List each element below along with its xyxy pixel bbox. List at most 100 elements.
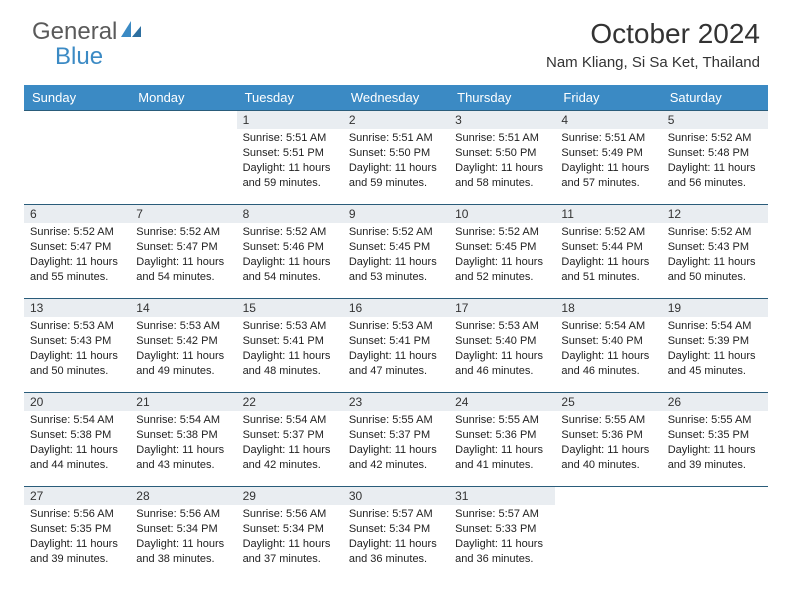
daylight-line: Daylight: 11 hours and 59 minutes. bbox=[349, 161, 443, 191]
day-number: 9 bbox=[343, 204, 449, 223]
sunrise-line: Sunrise: 5:51 AM bbox=[455, 131, 549, 146]
calendar-cell: 27Sunrise: 5:56 AMSunset: 5:35 PMDayligh… bbox=[24, 486, 130, 580]
daynum-empty bbox=[24, 110, 130, 128]
sunset-line: Sunset: 5:49 PM bbox=[561, 146, 655, 161]
sunset-line: Sunset: 5:38 PM bbox=[136, 428, 230, 443]
sunrise-line: Sunrise: 5:55 AM bbox=[455, 413, 549, 428]
calendar-cell: 5Sunrise: 5:52 AMSunset: 5:48 PMDaylight… bbox=[662, 110, 768, 204]
calendar-cell: 26Sunrise: 5:55 AMSunset: 5:35 PMDayligh… bbox=[662, 392, 768, 486]
weekday-header: Tuesday bbox=[237, 85, 343, 110]
calendar-cell: 14Sunrise: 5:53 AMSunset: 5:42 PMDayligh… bbox=[130, 298, 236, 392]
sunrise-line: Sunrise: 5:52 AM bbox=[455, 225, 549, 240]
daylight-line: Daylight: 11 hours and 46 minutes. bbox=[561, 349, 655, 379]
sunrise-line: Sunrise: 5:52 AM bbox=[349, 225, 443, 240]
sunset-line: Sunset: 5:37 PM bbox=[243, 428, 337, 443]
weekday-header: Sunday bbox=[24, 85, 130, 110]
calendar-week-row: 27Sunrise: 5:56 AMSunset: 5:35 PMDayligh… bbox=[24, 486, 768, 580]
sunrise-line: Sunrise: 5:51 AM bbox=[561, 131, 655, 146]
daylight-line: Daylight: 11 hours and 39 minutes. bbox=[30, 537, 124, 567]
day-details: Sunrise: 5:53 AMSunset: 5:41 PMDaylight:… bbox=[343, 317, 449, 382]
sunrise-line: Sunrise: 5:54 AM bbox=[668, 319, 762, 334]
daylight-line: Daylight: 11 hours and 53 minutes. bbox=[349, 255, 443, 285]
sunset-line: Sunset: 5:34 PM bbox=[349, 522, 443, 537]
sunrise-line: Sunrise: 5:53 AM bbox=[30, 319, 124, 334]
daynum-empty bbox=[130, 110, 236, 128]
sunset-line: Sunset: 5:50 PM bbox=[349, 146, 443, 161]
daynum-empty bbox=[555, 486, 661, 504]
sunrise-line: Sunrise: 5:53 AM bbox=[136, 319, 230, 334]
day-number: 30 bbox=[343, 486, 449, 505]
calendar-head: SundayMondayTuesdayWednesdayThursdayFrid… bbox=[24, 85, 768, 110]
logo-text-blue: Blue bbox=[55, 43, 103, 70]
sunrise-line: Sunrise: 5:57 AM bbox=[455, 507, 549, 522]
sunset-line: Sunset: 5:33 PM bbox=[455, 522, 549, 537]
sunrise-line: Sunrise: 5:54 AM bbox=[243, 413, 337, 428]
day-number: 23 bbox=[343, 392, 449, 411]
day-details: Sunrise: 5:54 AMSunset: 5:38 PMDaylight:… bbox=[130, 411, 236, 476]
calendar-cell: 12Sunrise: 5:52 AMSunset: 5:43 PMDayligh… bbox=[662, 204, 768, 298]
daylight-line: Daylight: 11 hours and 44 minutes. bbox=[30, 443, 124, 473]
sunset-line: Sunset: 5:37 PM bbox=[349, 428, 443, 443]
day-details: Sunrise: 5:56 AMSunset: 5:34 PMDaylight:… bbox=[237, 505, 343, 570]
calendar-week-row: 13Sunrise: 5:53 AMSunset: 5:43 PMDayligh… bbox=[24, 298, 768, 392]
sunset-line: Sunset: 5:34 PM bbox=[136, 522, 230, 537]
calendar-cell bbox=[555, 486, 661, 580]
weekday-header: Monday bbox=[130, 85, 236, 110]
sunrise-line: Sunrise: 5:55 AM bbox=[561, 413, 655, 428]
calendar-cell: 20Sunrise: 5:54 AMSunset: 5:38 PMDayligh… bbox=[24, 392, 130, 486]
sunset-line: Sunset: 5:38 PM bbox=[30, 428, 124, 443]
calendar-cell: 9Sunrise: 5:52 AMSunset: 5:45 PMDaylight… bbox=[343, 204, 449, 298]
weekday-header: Wednesday bbox=[343, 85, 449, 110]
day-details: Sunrise: 5:56 AMSunset: 5:34 PMDaylight:… bbox=[130, 505, 236, 570]
sunrise-line: Sunrise: 5:51 AM bbox=[243, 131, 337, 146]
sunrise-line: Sunrise: 5:56 AM bbox=[136, 507, 230, 522]
day-details: Sunrise: 5:55 AMSunset: 5:36 PMDaylight:… bbox=[555, 411, 661, 476]
sunrise-line: Sunrise: 5:52 AM bbox=[561, 225, 655, 240]
calendar-cell: 31Sunrise: 5:57 AMSunset: 5:33 PMDayligh… bbox=[449, 486, 555, 580]
daylight-line: Daylight: 11 hours and 43 minutes. bbox=[136, 443, 230, 473]
day-number: 8 bbox=[237, 204, 343, 223]
calendar-table: SundayMondayTuesdayWednesdayThursdayFrid… bbox=[24, 85, 768, 580]
day-details: Sunrise: 5:51 AMSunset: 5:50 PMDaylight:… bbox=[449, 129, 555, 194]
sunrise-line: Sunrise: 5:51 AM bbox=[349, 131, 443, 146]
sunset-line: Sunset: 5:41 PM bbox=[349, 334, 443, 349]
sunrise-line: Sunrise: 5:55 AM bbox=[668, 413, 762, 428]
day-details: Sunrise: 5:57 AMSunset: 5:34 PMDaylight:… bbox=[343, 505, 449, 570]
daynum-empty bbox=[662, 486, 768, 504]
day-details: Sunrise: 5:52 AMSunset: 5:47 PMDaylight:… bbox=[24, 223, 130, 288]
day-number: 5 bbox=[662, 110, 768, 129]
sunrise-line: Sunrise: 5:52 AM bbox=[136, 225, 230, 240]
calendar-cell: 10Sunrise: 5:52 AMSunset: 5:45 PMDayligh… bbox=[449, 204, 555, 298]
day-details: Sunrise: 5:53 AMSunset: 5:43 PMDaylight:… bbox=[24, 317, 130, 382]
sunset-line: Sunset: 5:34 PM bbox=[243, 522, 337, 537]
day-number: 6 bbox=[24, 204, 130, 223]
day-number: 1 bbox=[237, 110, 343, 129]
calendar-week-row: 20Sunrise: 5:54 AMSunset: 5:38 PMDayligh… bbox=[24, 392, 768, 486]
day-details: Sunrise: 5:55 AMSunset: 5:35 PMDaylight:… bbox=[662, 411, 768, 476]
daylight-line: Daylight: 11 hours and 40 minutes. bbox=[561, 443, 655, 473]
day-number: 21 bbox=[130, 392, 236, 411]
calendar-cell: 18Sunrise: 5:54 AMSunset: 5:40 PMDayligh… bbox=[555, 298, 661, 392]
sunrise-line: Sunrise: 5:57 AM bbox=[349, 507, 443, 522]
daylight-line: Daylight: 11 hours and 47 minutes. bbox=[349, 349, 443, 379]
day-details: Sunrise: 5:53 AMSunset: 5:41 PMDaylight:… bbox=[237, 317, 343, 382]
sunrise-line: Sunrise: 5:54 AM bbox=[136, 413, 230, 428]
daylight-line: Daylight: 11 hours and 54 minutes. bbox=[136, 255, 230, 285]
daylight-line: Daylight: 11 hours and 51 minutes. bbox=[561, 255, 655, 285]
daylight-line: Daylight: 11 hours and 56 minutes. bbox=[668, 161, 762, 191]
sunset-line: Sunset: 5:44 PM bbox=[561, 240, 655, 255]
day-details: Sunrise: 5:54 AMSunset: 5:39 PMDaylight:… bbox=[662, 317, 768, 382]
location-text: Nam Kliang, Si Sa Ket, Thailand bbox=[546, 54, 760, 71]
day-details: Sunrise: 5:53 AMSunset: 5:42 PMDaylight:… bbox=[130, 317, 236, 382]
day-number: 3 bbox=[449, 110, 555, 129]
daylight-line: Daylight: 11 hours and 38 minutes. bbox=[136, 537, 230, 567]
calendar-cell: 30Sunrise: 5:57 AMSunset: 5:34 PMDayligh… bbox=[343, 486, 449, 580]
sunset-line: Sunset: 5:45 PM bbox=[455, 240, 549, 255]
daylight-line: Daylight: 11 hours and 55 minutes. bbox=[30, 255, 124, 285]
calendar-week-row: 1Sunrise: 5:51 AMSunset: 5:51 PMDaylight… bbox=[24, 110, 768, 204]
daylight-line: Daylight: 11 hours and 36 minutes. bbox=[455, 537, 549, 567]
calendar-cell: 6Sunrise: 5:52 AMSunset: 5:47 PMDaylight… bbox=[24, 204, 130, 298]
day-details: Sunrise: 5:56 AMSunset: 5:35 PMDaylight:… bbox=[24, 505, 130, 570]
day-number: 7 bbox=[130, 204, 236, 223]
calendar-cell: 17Sunrise: 5:53 AMSunset: 5:40 PMDayligh… bbox=[449, 298, 555, 392]
